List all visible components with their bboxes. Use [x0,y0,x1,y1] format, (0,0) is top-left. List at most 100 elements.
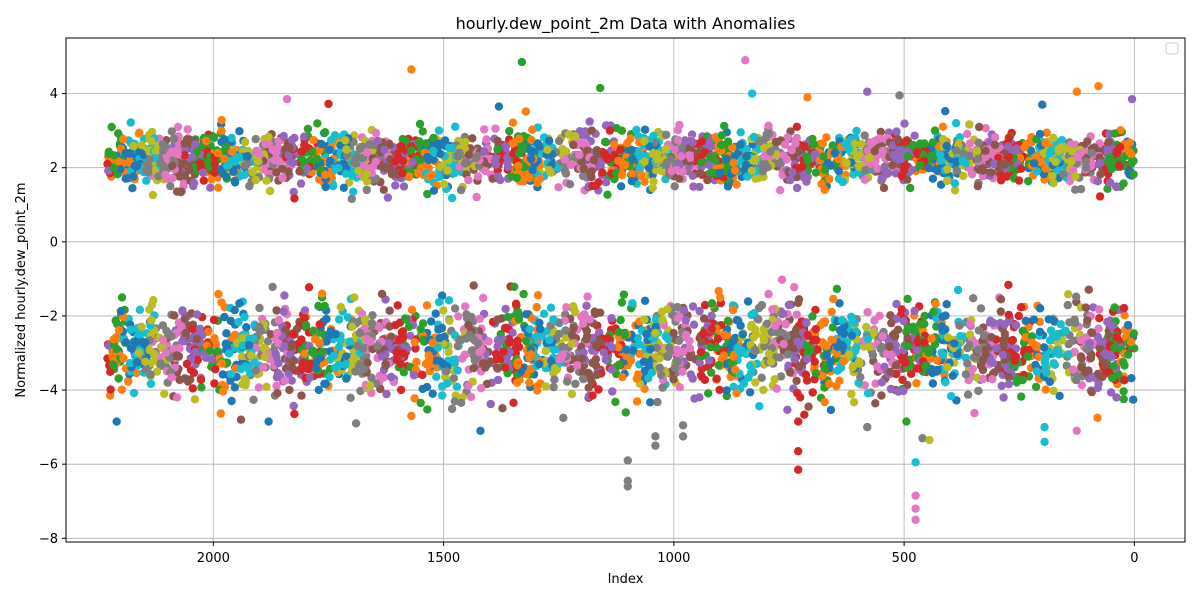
data-point [736,140,744,148]
data-point [536,325,544,333]
data-point [273,389,281,397]
data-point [633,397,641,405]
data-point [270,156,278,164]
data-point [423,405,431,413]
data-point [237,171,245,179]
data-point [795,362,803,370]
data-point [288,364,296,372]
data-point [804,403,812,411]
data-point [674,136,682,144]
data-point [912,379,920,387]
data-point [698,373,706,381]
data-point [341,136,349,144]
data-point [372,129,380,137]
data-point [160,390,168,398]
data-point [697,348,705,356]
data-point [252,135,260,143]
data-point [351,367,359,375]
data-point [1103,146,1111,154]
data-point [119,354,127,362]
data-point [910,327,918,335]
data-point [346,394,354,402]
data-point [812,325,820,333]
data-point [686,344,694,352]
data-point [1008,337,1016,345]
data-point [290,194,298,202]
data-point [219,370,227,378]
data-point [514,308,522,316]
data-point [504,163,512,171]
data-point [1040,343,1048,351]
data-point [1096,159,1104,167]
data-point [110,151,118,159]
data-point [445,144,453,152]
data-point [999,351,1007,359]
data-point [933,167,941,175]
data-point [380,146,388,154]
data-point [124,377,132,385]
data-point [479,294,487,302]
data-point [764,122,772,130]
data-point [262,177,270,185]
data-point [423,383,431,391]
data-point [348,195,356,203]
data-point [689,302,697,310]
data-point [988,375,996,383]
data-point [110,164,118,172]
data-point [941,378,949,386]
data-point [903,295,911,303]
data-point [579,172,587,180]
data-point [384,193,392,201]
data-point [225,349,233,357]
data-point [150,350,158,358]
data-point [916,161,924,169]
data-point [798,163,806,171]
data-point [1070,316,1078,324]
data-point [1096,372,1104,380]
data-point [1095,314,1103,322]
data-point [465,151,473,159]
data-point [231,383,239,391]
data-point [227,397,235,405]
data-point [718,131,726,139]
data-point [1017,392,1025,400]
data-point [611,398,619,406]
data-point [498,404,506,412]
data-point [699,330,707,338]
data-point [133,162,141,170]
data-point [969,294,977,302]
data-point [991,141,999,149]
data-point [649,184,657,192]
data-point [649,150,657,158]
data-point [671,182,679,190]
data-point [547,304,555,312]
data-point [122,149,130,157]
data-point [904,152,912,160]
data-point [1021,317,1029,325]
data-point [793,337,801,345]
data-point [514,162,522,170]
data-point [457,186,465,194]
data-point [865,154,873,162]
data-point [1005,153,1013,161]
data-point [786,176,794,184]
data-point [290,134,298,142]
data-point [603,191,611,199]
data-point [817,180,825,188]
data-point [162,327,170,335]
data-point [381,362,389,370]
data-point [766,148,774,156]
data-point [704,389,712,397]
data-point [1042,353,1050,361]
data-point [188,153,196,161]
data-point [682,331,690,339]
data-point [583,332,591,340]
data-point [887,319,895,327]
data-point [249,396,257,404]
data-point [1071,172,1079,180]
data-point [526,325,534,333]
data-point [348,323,356,331]
data-point [959,172,967,180]
data-point [1030,315,1038,323]
data-point [997,307,1005,315]
